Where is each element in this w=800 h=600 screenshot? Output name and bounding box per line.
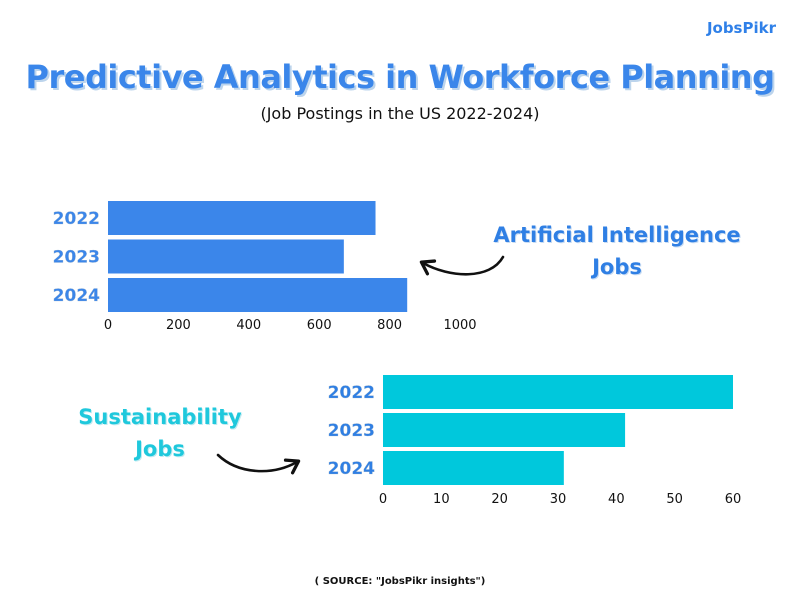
sustainability-callout-arrow — [216, 453, 301, 475]
sustainability-x-tick-label: 10 — [433, 492, 450, 507]
sustainability-bar-2022 — [383, 375, 733, 409]
chart-subtitle: (Job Postings in the US 2022-2024) — [260, 104, 540, 123]
ai-bar-2024 — [108, 278, 408, 312]
ai-jobs-callout: Artificial Intelligence Jobs — [488, 219, 746, 283]
sustainability-x-tick-label: 40 — [608, 492, 625, 507]
ai-x-tick-label: 1000 — [443, 318, 476, 333]
sustainability-category-label: 2024 — [328, 459, 375, 479]
ai-x-tick-label: 400 — [236, 318, 261, 333]
ai-bar-2023 — [108, 239, 344, 274]
ai-category-label: 2023 — [53, 248, 100, 268]
sustainability-category-label: 2022 — [328, 383, 375, 403]
ai-x-tick-label: 800 — [377, 318, 402, 333]
source-note: ( SOURCE: "JobsPikr insights") — [314, 576, 486, 587]
sustainability-x-tick-label: 0 — [379, 492, 387, 507]
ai-callout-line-1: Artificial Intelligence — [493, 223, 741, 247]
ai-jobs-bar-chart: 2022 2023 2024 0 200 400 600 800 1000 — [53, 201, 477, 333]
sustainability-callout-line-2: Jobs — [135, 437, 185, 461]
ai-x-tick-label: 0 — [104, 318, 112, 333]
sustainability-jobs-bar-chart: 2022 2023 2024 0 10 20 30 40 50 60 — [328, 375, 742, 507]
jobspikr-logo: JobsPikr — [706, 19, 776, 37]
sustainability-bar-2023 — [383, 413, 626, 447]
ai-x-tick-label: 200 — [166, 318, 191, 333]
ai-category-label: 2022 — [53, 209, 100, 229]
sustainability-x-tick-label: 20 — [491, 492, 508, 507]
sustainability-callout-line-1: Sustainability — [78, 405, 242, 429]
sustainability-category-label: 2023 — [328, 421, 375, 441]
sustainability-jobs-callout: Sustainability Jobs — [70, 401, 250, 465]
ai-callout-arrow — [419, 255, 505, 276]
sustainability-bar-2024 — [383, 451, 564, 485]
sustainability-x-tick-label: 60 — [725, 492, 742, 507]
ai-category-label: 2024 — [53, 286, 100, 306]
chart-title: Predictive Analytics in Workforce Planni… — [25, 58, 775, 96]
ai-x-tick-label: 600 — [307, 318, 332, 333]
ai-bar-2022 — [108, 201, 376, 235]
sustainability-x-tick-label: 50 — [666, 492, 683, 507]
sustainability-x-tick-label: 30 — [550, 492, 567, 507]
ai-callout-line-2: Jobs — [592, 255, 642, 279]
